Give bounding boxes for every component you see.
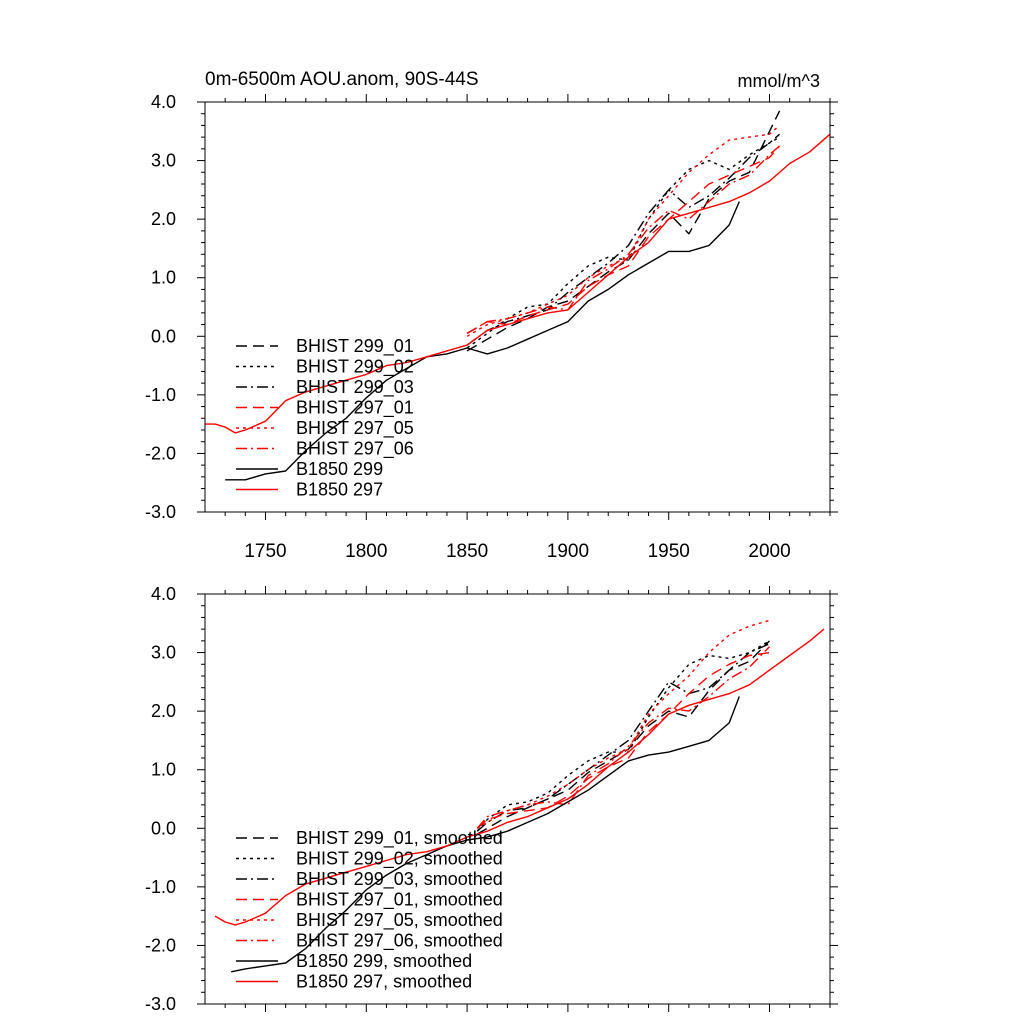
legend-label: BHIST 297_05	[296, 418, 414, 439]
legend-label: BHIST 297_06	[296, 439, 414, 460]
legend-label: BHIST 297_01, smoothed	[296, 890, 503, 911]
legend-label: BHIST 299_02	[296, 357, 414, 378]
series-line-top-6	[466, 145, 781, 335]
y-tick-label-bottom: 2.0	[151, 701, 176, 721]
y-tick-label-top: 3.0	[151, 151, 176, 171]
legend-label: B1850 299	[296, 459, 383, 479]
plot-frame-top	[204, 101, 831, 513]
y-tick-label-bottom: 1.0	[151, 760, 176, 780]
legend-label: BHIST 297_01	[296, 398, 414, 419]
legend-label: B1850 297, smoothed	[296, 972, 472, 992]
panel-top-title: 0m-6500m AOU.anom, 90S-44S	[205, 69, 479, 90]
series-line-bottom-8	[214, 628, 825, 926]
y-tick-label-bottom: -3.0	[145, 994, 176, 1014]
y-tick-label-top: -3.0	[145, 502, 176, 522]
plot-area-bottom: -3.0 -2.0 -1.0 0.0 1.0 2.0 3.0 4.0 BHIST 299_01,…	[145, 584, 838, 1014]
legend-label: BHIST 299_03	[296, 377, 414, 398]
series-line-bottom-3	[476, 643, 770, 832]
series-line-bottom-4	[476, 651, 770, 829]
series-line-top-3	[466, 133, 781, 346]
y-tick-label-bottom: 0.0	[151, 818, 176, 838]
x-tick-label-top: 1950	[648, 541, 690, 562]
plot-area-top: -3.0 -2.0 -1.0 0.0 1.0 2.0 3.0 4.0 1750 1800 1850 1…	[145, 92, 838, 562]
panel-top: 0m-6500m AOU.anom, 90S-44S mmol/m^3 -3.0…	[145, 69, 838, 562]
y-tick-label-bottom: -2.0	[145, 935, 176, 955]
legend-label: BHIST 297_05, smoothed	[296, 910, 503, 931]
series-group-top	[205, 110, 831, 481]
x-tick-label-top: 1750	[244, 541, 286, 562]
series-line-top-8	[205, 133, 831, 434]
y-tick-label-top: -2.0	[145, 443, 176, 463]
series-line-bottom-7	[231, 696, 740, 973]
y-tick-label-top: 0.0	[151, 326, 176, 346]
legend-label: BHIST 297_06, smoothed	[296, 931, 503, 952]
legend-label: BHIST 299_01	[296, 336, 414, 357]
y-tick-label-bottom: 3.0	[151, 643, 176, 663]
y-tick-label-top: -1.0	[145, 385, 176, 405]
series-line-top-2	[466, 136, 780, 349]
y-tick-label-top: 1.0	[151, 268, 176, 288]
x-tick-label-top: 1850	[446, 541, 488, 562]
series-line-bottom-2	[476, 640, 770, 832]
panel-top-units: mmol/m^3	[738, 71, 820, 91]
series-line-bottom-6	[476, 646, 770, 829]
panel-bottom: -3.0 -2.0 -1.0 0.0 1.0 2.0 3.0 4.0 BHIST 299_01,…	[145, 584, 838, 1014]
y-tick-label-bottom: -1.0	[145, 877, 176, 897]
legend-label: BHIST 299_02, smoothed	[296, 849, 503, 870]
x-tick-label-top: 1800	[345, 541, 387, 562]
legend-label: BHIST 299_03, smoothed	[296, 869, 503, 890]
legend-label: B1850 299, smoothed	[296, 951, 472, 971]
x-tick-label-top: 2000	[748, 541, 790, 562]
y-tick-label-top: 2.0	[151, 209, 176, 229]
series-group-bottom	[214, 619, 825, 973]
series-line-top-7	[225, 201, 740, 481]
series-line-top-1	[466, 110, 781, 352]
legend-label: B1850 297	[296, 480, 383, 500]
x-tick-label-top: 1900	[547, 541, 589, 562]
y-tick-label-top: 4.0	[151, 92, 176, 112]
plot-frame-bottom	[204, 593, 831, 1005]
series-line-top-4	[466, 145, 781, 335]
y-tick-label-bottom: 4.0	[151, 584, 176, 604]
legend-label: BHIST 299_01, smoothed	[296, 828, 503, 849]
